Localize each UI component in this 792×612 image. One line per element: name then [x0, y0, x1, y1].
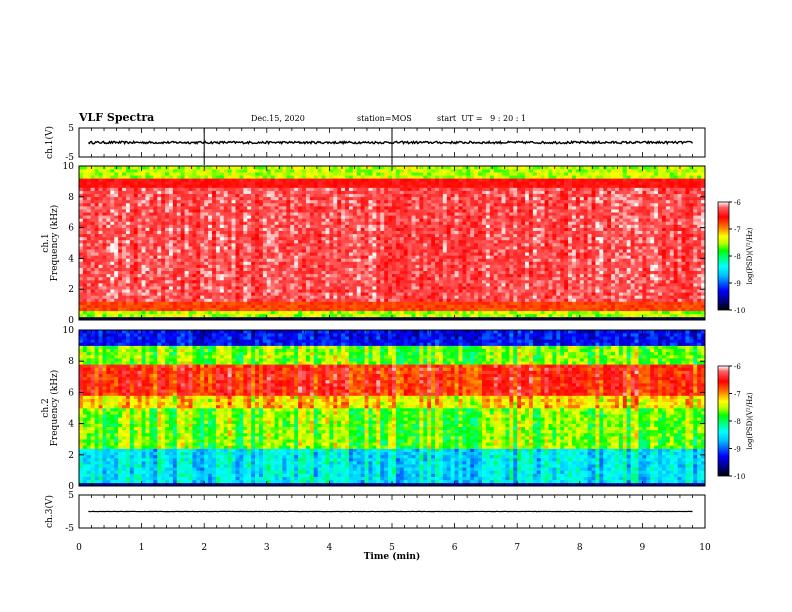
colorbar-gradient-ch1-spectrogram: [717, 201, 730, 311]
panel-ch2-spectrogram: 0 2 4 6 8 10 ch.2 Frequency (kHz): [41, 326, 706, 492]
xaxis-label: Time (min): [364, 551, 421, 562]
ytick-label-ch2-spectrogram-0: 0: [68, 482, 74, 492]
ylabel-ch2-spectrogram-line0: ch.2: [41, 398, 51, 417]
colorbar-tick-ch2-spectrogram--7: -7: [734, 391, 741, 399]
ytick-label-ch1-spectrogram-6: 6: [68, 224, 74, 234]
heatmap-ch2-spectrogram: [79, 330, 706, 487]
ytick-label-ch2-spectrogram-6: 6: [68, 388, 74, 398]
ylabel-ch1-spectrogram-line0: ch.1: [41, 233, 51, 252]
ylabel-ch1-waveform: ch.1(V): [44, 126, 55, 159]
colorbar-ch2-spectrogram: -6 -7 -8 -9 -10 log(PSD)(V²/Hz): [717, 363, 754, 481]
ytick-label-ch3-waveform-5: 5: [68, 491, 74, 501]
ytick-label-ch1-spectrogram-8: 8: [68, 193, 74, 203]
colorbar-label-ch2-spectrogram: log(PSD)(V²/Hz): [746, 392, 754, 449]
colorbar-tick-ch2-spectrogram--6: -6: [734, 363, 741, 371]
ytick-label-ch2-spectrogram-4: 4: [68, 420, 74, 430]
colorbar-tick-ch2-spectrogram--10: -10: [734, 473, 745, 481]
xtick-label-3: 3: [264, 543, 270, 553]
ytick-label-ch2-spectrogram-8: 8: [68, 357, 74, 367]
xtick-label-1: 1: [139, 543, 145, 553]
ytick-label-ch1-spectrogram-0: 0: [68, 316, 74, 326]
ytick-label-ch2-spectrogram-10: 10: [63, 326, 75, 336]
xtick-label-0: 0: [76, 543, 82, 553]
colorbar-tick-ch1-spectrogram--6: -6: [734, 199, 741, 207]
ytick-label-ch2-spectrogram-2: 2: [68, 451, 74, 461]
xtick-label-10: 10: [699, 543, 711, 553]
colorbar-tick-ch1-spectrogram--8: -8: [734, 253, 741, 261]
colorbar-tick-ch1-spectrogram--7: -7: [734, 226, 741, 234]
panel-ch1-waveform: 5 -5 ch.1(V): [44, 124, 706, 163]
header-station: station=MOS: [357, 114, 412, 123]
ylabel-ch3-waveform: ch.3(V): [44, 495, 55, 528]
ylabel-ch2-spectrogram-line1: Frequency (kHz): [49, 370, 60, 447]
colorbar-gradient-ch2-spectrogram: [717, 365, 730, 477]
colorbar-label-ch1-spectrogram: log(PSD)(V²/Hz): [746, 227, 754, 284]
xtick-label-4: 4: [327, 543, 333, 553]
heatmap-ch1-spectrogram: [79, 166, 706, 321]
xtick-label-8: 8: [577, 543, 583, 553]
xtick-label-2: 2: [201, 543, 207, 553]
xtick-label-5: 5: [389, 543, 395, 553]
colorbar-ch1-spectrogram: -6 -7 -8 -9 -10 log(PSD)(V²/Hz): [717, 199, 754, 315]
ytick-label-ch1-waveform-5: 5: [68, 124, 74, 134]
panel-ch1-spectrogram: 0 2 4 6 8 10 ch.1 Frequency (kHz): [41, 162, 706, 326]
xtick-label-9: 9: [640, 543, 646, 553]
colorbar-tick-ch2-spectrogram--8: -8: [734, 418, 741, 426]
xtick-label-7: 7: [514, 543, 520, 553]
panel-ch3-waveform: 5 -5 ch.3(V): [44, 491, 706, 534]
ytick-label-ch1-spectrogram-10: 10: [63, 162, 75, 172]
ytick-label-ch1-waveform--5: -5: [65, 153, 74, 163]
colorbar-tick-ch1-spectrogram--9: -9: [734, 280, 741, 288]
ytick-label-ch3-waveform--5: -5: [65, 524, 74, 534]
header-date: Dec.15, 2020: [251, 114, 305, 123]
xtick-label-6: 6: [452, 543, 458, 553]
ytick-label-ch1-spectrogram-2: 2: [68, 285, 74, 295]
waveform-line-ch1-waveform: [87, 139, 694, 146]
header-title: VLF Spectra: [79, 111, 155, 124]
ytick-label-ch1-spectrogram-4: 4: [68, 254, 74, 264]
ylabel-ch1-spectrogram-line1: Frequency (kHz): [49, 205, 60, 282]
header-start-time: start UT = 9 : 20 : 1: [437, 114, 527, 123]
colorbar-tick-ch2-spectrogram--9: -9: [734, 446, 741, 454]
colorbar-tick-ch1-spectrogram--10: -10: [734, 307, 745, 315]
